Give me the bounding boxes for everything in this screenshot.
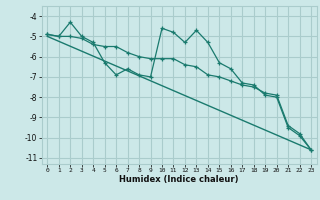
- X-axis label: Humidex (Indice chaleur): Humidex (Indice chaleur): [119, 175, 239, 184]
